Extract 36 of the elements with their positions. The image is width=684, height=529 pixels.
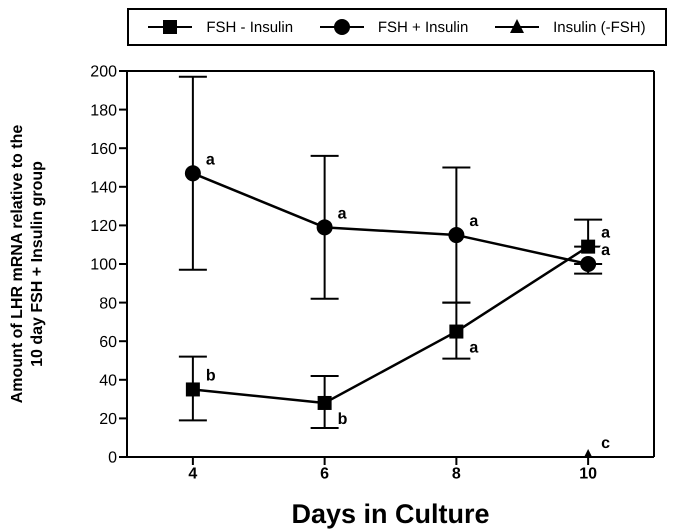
annotation: a — [469, 213, 478, 230]
y-tick-label: 0 — [108, 450, 118, 467]
annotation: b — [338, 410, 348, 428]
point — [184, 165, 201, 182]
annotation: a — [338, 205, 347, 222]
y-tick-label: 40 — [99, 372, 118, 390]
y-tick-label: 200 — [90, 64, 118, 81]
x-tick-label: 10 — [579, 465, 598, 482]
point — [186, 382, 200, 396]
x-tick-label: 4 — [188, 465, 198, 482]
annotation: b — [206, 367, 216, 384]
x-tick-label: 6 — [320, 465, 330, 482]
y-axis-title: Amount of LHR mRNA relative to the 10 day FSH + Insulin group — [9, 124, 46, 404]
x-axis-title: Days in Culture — [291, 499, 490, 529]
point — [449, 324, 464, 339]
point — [448, 227, 464, 244]
point — [316, 219, 333, 236]
legend-label: Insulin (-FSH) — [553, 18, 646, 36]
annotation: a — [206, 151, 215, 168]
point — [581, 240, 596, 254]
y-tick-label: 100 — [90, 256, 118, 274]
y-tick-label: 20 — [99, 411, 118, 428]
y-tick-label: 160 — [90, 140, 118, 158]
y-tick-label: 60 — [99, 334, 118, 351]
legend-label: FSH + Insulin — [378, 18, 468, 36]
point — [318, 396, 332, 410]
y-tick-label: 80 — [99, 295, 118, 312]
y-tick-label: 140 — [90, 179, 118, 196]
annotation: a — [469, 340, 478, 357]
annotation: a — [601, 242, 610, 259]
y-tick-label: 120 — [90, 218, 118, 236]
x-tick-label: 8 — [452, 465, 461, 482]
annotation: c — [601, 435, 610, 452]
y-tick-label: 180 — [90, 102, 118, 120]
annotation: a — [601, 224, 610, 242]
legend-label: FSH - Insulin — [206, 18, 294, 36]
